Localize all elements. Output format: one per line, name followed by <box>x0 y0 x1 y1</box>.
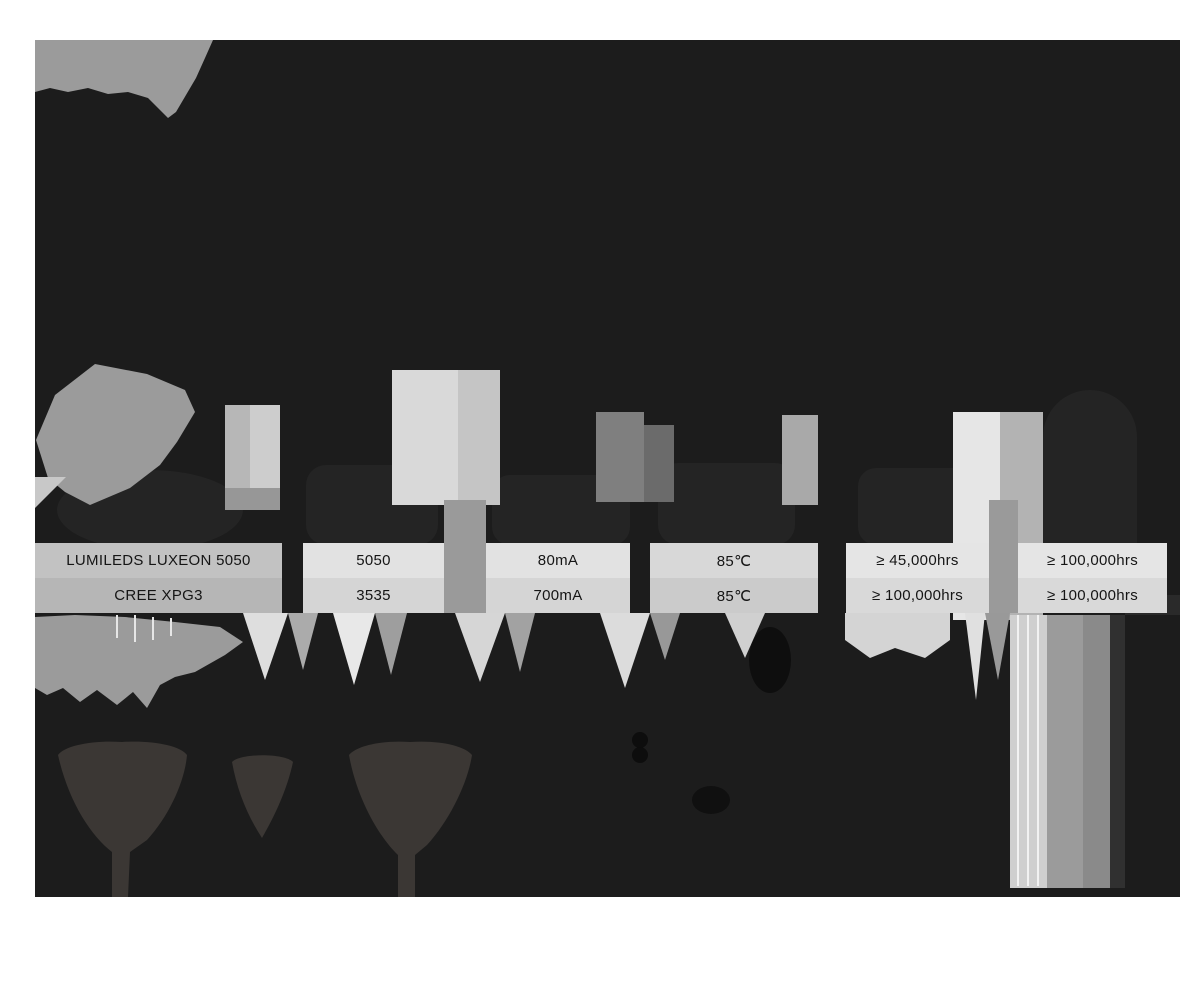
spade-shape-left <box>58 741 187 897</box>
wedge-6 <box>505 613 535 672</box>
pre-table-band-base <box>225 488 280 510</box>
package-row2-label: 3535 <box>356 587 391 604</box>
wedge-8 <box>650 613 680 660</box>
table-cell-package-row1: 5050 <box>303 543 444 578</box>
table-cell-temp-row2: 85℃ <box>650 578 818 613</box>
right-column-mid <box>1047 615 1083 888</box>
table-cell-current-row1: 80mA <box>486 543 630 578</box>
table-cell-package-row2: 3535 <box>303 578 444 613</box>
table-cell-life1-row1: ≥ 45,000hrs <box>846 543 989 578</box>
bottom-left-gray-blob <box>35 615 243 708</box>
table-cell-vendor-row2: CREE XPG3 <box>35 578 282 613</box>
table-cell-temp-row1: 85℃ <box>650 543 818 578</box>
table-gap-band-left <box>444 500 486 613</box>
package-row1-label: 5050 <box>356 552 391 569</box>
current-row1-label: 80mA <box>537 552 579 569</box>
wedge-3 <box>333 613 375 685</box>
life1-row1-label: ≥ 45,000hrs <box>876 552 959 569</box>
upper-band-2a <box>596 412 644 502</box>
upper-band-3 <box>782 415 818 505</box>
life1-row2-label: ≥ 100,000hrs <box>871 587 964 604</box>
temp-row1-label: 85℃ <box>716 552 752 570</box>
current-row2-label: 700mA <box>533 587 583 604</box>
column6-header-stem <box>1043 437 1137 545</box>
dark-mark-8-bottom <box>632 747 648 763</box>
wedge-1 <box>243 613 288 680</box>
column4-header-blob <box>658 463 795 545</box>
dark-mark-8-top <box>632 732 648 748</box>
vendor-row2-label: CREE XPG3 <box>114 587 203 604</box>
spade-shape-middle <box>232 755 293 838</box>
wedge-10 <box>845 613 950 658</box>
life2-row2-label: ≥ 100,000hrs <box>1046 587 1139 604</box>
column3-header-blob <box>492 475 630 545</box>
life2-row1-label: ≥ 100,000hrs <box>1046 552 1139 569</box>
wedge-12 <box>985 613 1010 680</box>
table-cell-life2-row1: ≥ 100,000hrs <box>1018 543 1167 578</box>
table-gap-band-right <box>989 500 1018 613</box>
right-column-shadow <box>1110 615 1125 888</box>
wedge-2 <box>288 613 318 670</box>
wedge-11 <box>965 613 985 700</box>
table-cell-life1-row2: ≥ 100,000hrs <box>846 578 989 613</box>
table-cell-life2-row2: ≥ 100,000hrs <box>1018 578 1167 613</box>
temp-row2-label: 85℃ <box>716 587 752 605</box>
wedge-4 <box>375 613 407 675</box>
dark-bulb-blob <box>749 627 791 693</box>
wedge-7 <box>600 613 650 688</box>
wedge-5 <box>455 613 505 682</box>
right-column-dark <box>1083 615 1110 888</box>
mid-left-gray-blob <box>36 364 195 505</box>
mid-left-light-triangle <box>35 477 66 508</box>
top-left-gray-blob <box>35 40 213 118</box>
table-cell-vendor-row1: LUMILEDS LUXEON 5050 <box>35 543 282 578</box>
blob-streak-lines <box>116 615 172 642</box>
table-cell-current-row2: 700mA <box>486 578 630 613</box>
right-column-streaks <box>1017 615 1039 886</box>
upper-band-1b <box>458 370 500 505</box>
spade-shape-right <box>349 741 472 897</box>
upper-band-2b <box>644 425 674 502</box>
infographic-dark-canvas: LUMILEDS LUXEON 5050 5050 80mA 85℃ ≥ 45,… <box>35 40 1180 897</box>
wedge-9 <box>725 613 765 658</box>
dark-mark-oval <box>692 786 730 814</box>
column5-header-blob <box>858 468 972 545</box>
upper-band-1a <box>392 370 458 505</box>
knockout-shapes-layer <box>35 40 1180 897</box>
vendor-row1-label: LUMILEDS LUXEON 5050 <box>66 552 251 569</box>
